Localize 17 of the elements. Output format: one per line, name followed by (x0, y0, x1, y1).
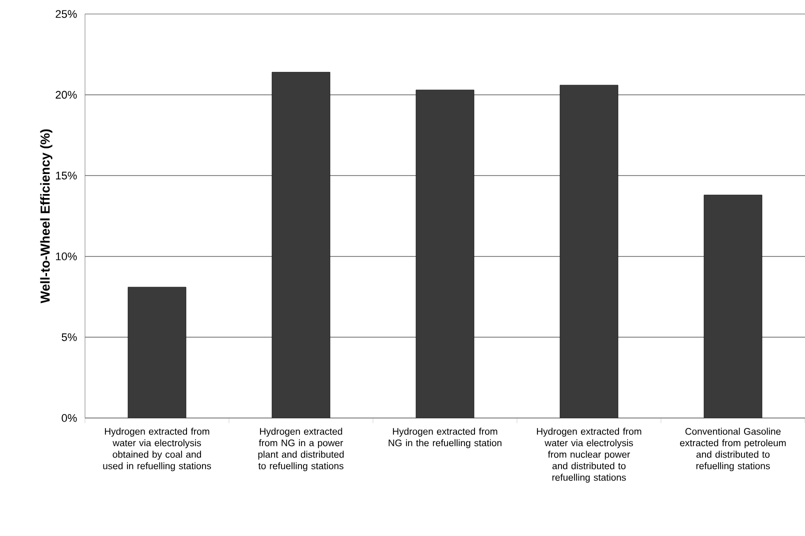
y-axis-title: Well-to-Wheel Efficiency (%) (40, 129, 52, 304)
y-tick-label: 15% (56, 172, 77, 180)
bar (704, 194, 762, 418)
bar (560, 84, 618, 418)
bar (272, 72, 330, 418)
x-tick-label: Conventional Gasoline extracted from petroleum and distributed to refuelling stations (680, 428, 786, 472)
x-tick-label: Hydrogen extracted from NG in the refuelling station (388, 428, 502, 448)
y-tick-label: 5% (62, 333, 77, 342)
bar (416, 90, 474, 418)
x-tick-label: Hydrogen extracted from water via electrolysis from nuclear power and distributed to refuelling stations (536, 428, 642, 483)
bar (128, 286, 186, 418)
y-tick-label: 0% (62, 414, 77, 422)
x-tick-label: Hydrogen extracted from NG in a power plant and distributed to refuelling stations (258, 428, 344, 472)
y-tick-label: 20% (56, 90, 77, 99)
y-tick-label: 10% (56, 252, 77, 260)
x-tick-label: Hydrogen extracted from water via electrolysis obtained by coal and used in refuelling stations (103, 428, 212, 472)
y-tick-label: 25% (56, 10, 77, 18)
